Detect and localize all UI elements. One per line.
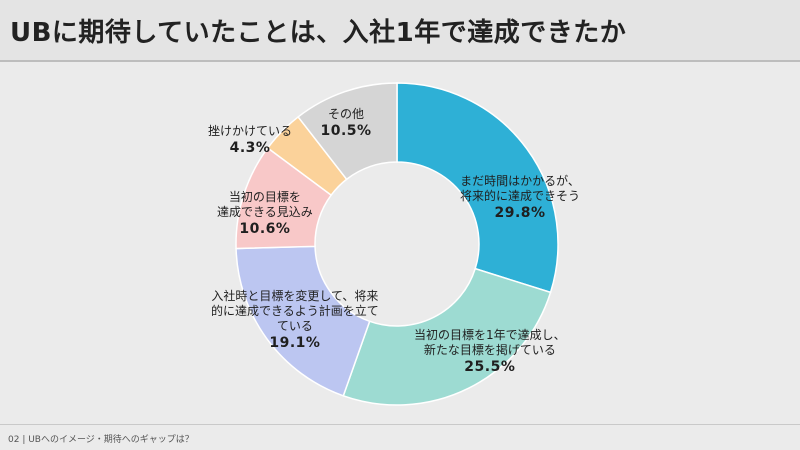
slice-label-line: 的に達成できるよう計画を立て: [211, 303, 379, 318]
slice-label-line: 当初の目標を1年で達成し、: [414, 328, 566, 342]
slice-label-4: 当初の目標を 達成できる見込み 10.6%: [217, 190, 313, 238]
page-title: UBに期待していたことは、入社1年で達成できたか: [10, 18, 627, 48]
title-bar: UBに期待していたことは、入社1年で達成できたか: [0, 0, 800, 60]
slice-label-line: 新たな目標を掲げている: [423, 343, 556, 357]
slice-label-line: 当初の目標を: [228, 190, 301, 204]
donut-chart-svg: [235, 82, 559, 406]
donut-slice-6: [297, 82, 398, 181]
slice-label-line: 達成できる見込み: [217, 205, 313, 219]
footer-caption: 02 | UBへのイメージ・期待へのギャップは？: [8, 435, 194, 445]
slice-label-5: 挫けかけている 4.3%: [208, 124, 292, 157]
slice-label-line: 入社時と目標を変更して、将来: [211, 288, 379, 303]
slice-percent: 29.8%: [494, 205, 546, 221]
slice-label-line: ている: [276, 318, 313, 333]
slice-percent: 25.5%: [464, 359, 516, 375]
slice-label-line: まだ時間はかかるが、: [460, 174, 580, 188]
slice-percent: 10.6%: [239, 221, 291, 237]
slice-label-3: 入社時と目標を変更して、将来 的に達成できるよう計画を立て ている 19.1%: [211, 289, 379, 352]
slice-label-line: 将来的に達成できそう: [460, 189, 581, 203]
slice-label-6: その他 10.5%: [321, 107, 372, 140]
donut-slice-2: [342, 267, 552, 406]
donut-chart: まだ時間はかかるが、 将来的に達成できそう 29.8% 当初の目標を1年で達成し、 新た…: [0, 62, 800, 422]
slice-percent: 10.5%: [320, 122, 372, 139]
donut-slice-1: [396, 82, 559, 294]
slice-label-1: まだ時間はかかるが、 将来的に達成できそう 29.8%: [460, 174, 580, 222]
donut-slice-3: [235, 245, 371, 397]
slice-label-line: 挫けかけている: [208, 123, 293, 138]
slice-percent: 4.3%: [229, 139, 271, 156]
title-divider: [0, 60, 800, 62]
slice-percent: 19.1%: [269, 334, 321, 351]
slice-label-line: その他: [328, 106, 365, 121]
slice-label-2: 当初の目標を1年で達成し、 新たな目標を掲げている 25.5%: [414, 328, 566, 376]
footer-divider: [0, 424, 800, 425]
